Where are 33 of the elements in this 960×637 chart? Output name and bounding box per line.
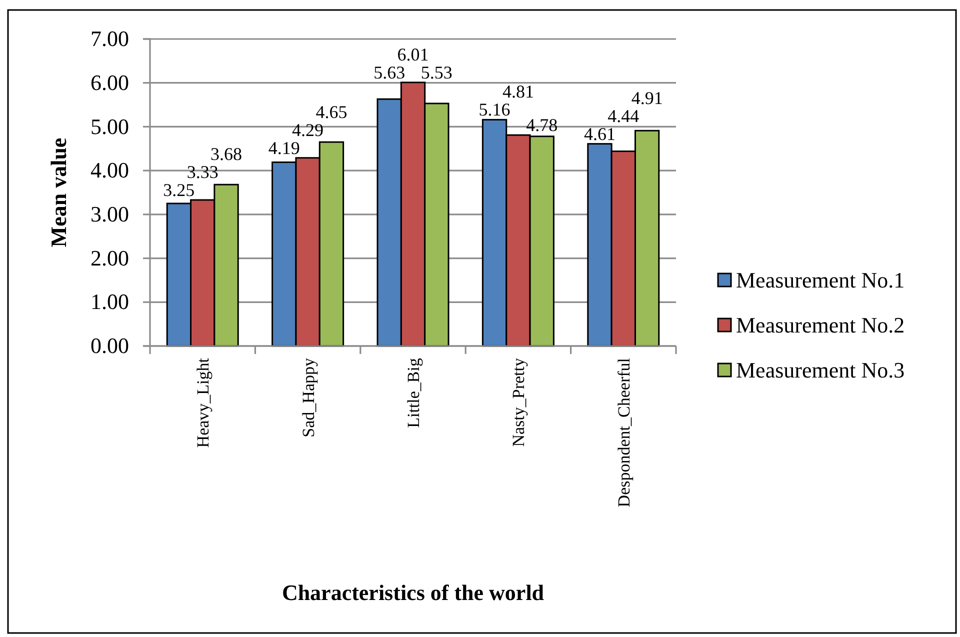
data-label: 4.29 (292, 120, 324, 140)
legend-label: Measurement No.2 (736, 312, 905, 338)
legend-label: Measurement No.3 (736, 358, 905, 383)
y-tick-label: 2.00 (90, 245, 129, 270)
x-tick-label: Heavy_Light (194, 358, 213, 448)
data-label: 3.68 (210, 144, 242, 164)
x-tick-label: Nasty_Pretty (509, 358, 528, 447)
y-tick-label: 3.00 (90, 201, 129, 226)
data-label: 4.81 (502, 82, 534, 102)
data-label: 3.33 (186, 162, 218, 182)
data-label: 5.16 (478, 100, 510, 120)
y-tick-label: 6.00 (90, 70, 129, 95)
data-label: 5.63 (374, 62, 406, 82)
data-label: 6.01 (397, 44, 429, 64)
data-label: 4.91 (631, 88, 663, 108)
y-tick-label: 7.00 (90, 26, 129, 52)
x-tick-label: Sad_Happy (298, 358, 318, 438)
data-label: 4.78 (526, 115, 558, 136)
y-tick-label: 5.00 (90, 114, 129, 139)
y-tick-label: 4.00 (90, 158, 129, 183)
data-label: 4.65 (316, 102, 348, 122)
legend-label: Measurement No.1 (736, 268, 905, 293)
x-tick-label: Despondent_Cheerful (614, 358, 634, 508)
data-label: 4.19 (268, 138, 300, 158)
y-tick-label: 1.00 (90, 289, 129, 314)
data-label: 3.25 (163, 180, 195, 200)
x-tick-label: Little_Big (404, 358, 423, 428)
data-label: 4.61 (584, 124, 616, 144)
data-label: 4.44 (608, 106, 640, 126)
y-axis-title: Mean value (46, 138, 71, 248)
data-label: 5.53 (420, 62, 452, 82)
y-tick-label: 0.00 (90, 333, 129, 358)
x-axis-title: Characteristics of the world (282, 580, 544, 605)
